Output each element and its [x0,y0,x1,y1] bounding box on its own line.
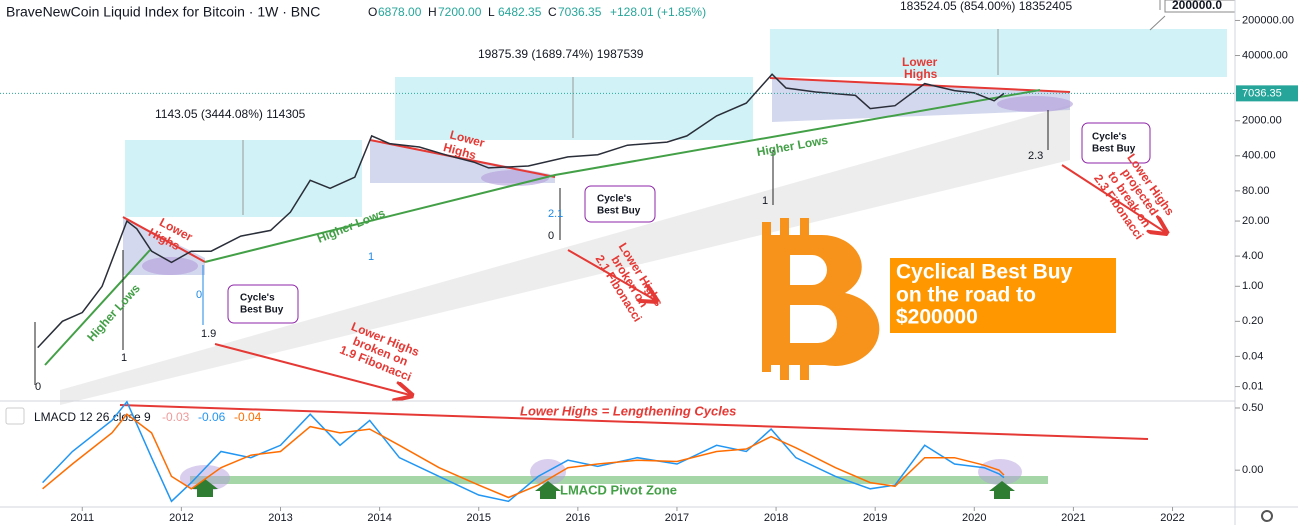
ohlc-key: L [488,5,495,19]
y-tick-label: 4.00 [1242,250,1263,262]
fib-label: 1 [762,195,768,207]
best-buy: Cycle's [597,194,632,205]
y-tick-label: 0.04 [1242,350,1263,362]
x-tick-label: 2020 [962,512,986,524]
measure: 183524.05 (854.00%) 18352405 [900,0,1072,13]
x-tick-label: 2016 [566,512,590,524]
ohlc-value: 7200.00 [438,5,482,19]
x-tick-label: 2022 [1160,512,1184,524]
y-tick-label: 2000.00 [1242,115,1282,127]
lower-highs: Highs [904,67,938,81]
target-label: 200000.0 [1172,0,1222,12]
y-tick-label: 400.00 [1242,150,1276,162]
higher-lows: Higher Lows [756,133,830,159]
best-buy: Cycle's [1092,132,1127,143]
fib-label: 1.9 [201,328,216,340]
line [42,413,1005,499]
x-tick-label: 2012 [169,512,193,524]
x-tick-label: 2019 [863,512,887,524]
y-tick-label: 200000.00 [1242,14,1294,26]
best-buy: Best Buy [240,305,284,316]
x-tick-label: 2021 [1061,512,1085,524]
fib-label: 1 [121,352,127,364]
x-tick-label: 2011 [70,512,94,524]
best-buy: Best Buy [597,206,641,217]
indicator-value: -0.03 [162,410,190,424]
ohlc-key: H [428,5,437,19]
macd-annotation: Lower Highs = Lengthening Cycles [520,403,736,418]
fib-label: 0 [548,230,554,242]
x-tick-label: 2017 [665,512,689,524]
y-tick-label: 80.00 [1242,185,1270,197]
x-tick-label: 2014 [367,512,391,524]
fib-label: 2.1 [548,208,563,220]
ohlc-value: 6878.00 [378,5,422,19]
ohlc-key: O [368,5,377,19]
last-price-box [1236,85,1298,102]
best-buy: Best Buy [1092,144,1136,155]
y-tick-label: 0.00 [1242,464,1263,476]
promo: Cyclical Best Buy [896,261,1073,284]
ohlc-key: C [548,5,557,19]
y-tick-label: 0.20 [1242,315,1263,327]
ohlc-value: 6482.35 [498,5,542,19]
line [37,73,1005,349]
fib-label: 0 [35,381,41,393]
best-buy: Cycle's [240,293,275,304]
fib-label: 1 [368,251,374,263]
promo: $200000 [896,306,978,329]
ohlc-legend: O 6878.00 H 7200.00 L 6482.35 C 7036.35 [368,5,602,19]
fib-label: 0 [196,289,202,301]
last-price-label: 7036.35 [1242,87,1282,99]
x-tick-label: 2018 [764,512,788,524]
measure: 1143.05 (3444.08%) 114305 [155,107,306,121]
ohlc-value: 7036.35 [558,5,602,19]
x-tick-label: 2015 [466,512,490,524]
y-tick-label: 40000.00 [1242,49,1288,61]
lower-highs: Lower [902,55,938,69]
indicator-value: -0.06 [198,410,226,424]
symbol-title: BraveNewCoin Liquid Index for Bitcoin · … [6,4,320,20]
promo: on the road to [896,284,1036,307]
y-tick-label: 0.50 [1242,402,1263,414]
change: +128.01 (+1.85%) [610,5,706,19]
y-tick-label: 0.01 [1242,380,1263,392]
x-tick-label: 2013 [268,512,292,524]
fib-label: 2.3 [1028,150,1043,162]
line [42,400,1005,503]
measure: 19875.39 (1689.74%) 1987539 [478,47,644,61]
y-tick-label: 1.00 [1242,280,1263,292]
indicator-value: -0.04 [234,410,262,424]
y-tick-label: 20.00 [1242,215,1270,227]
pivot-zone: LMACD Pivot Zone [560,482,677,497]
